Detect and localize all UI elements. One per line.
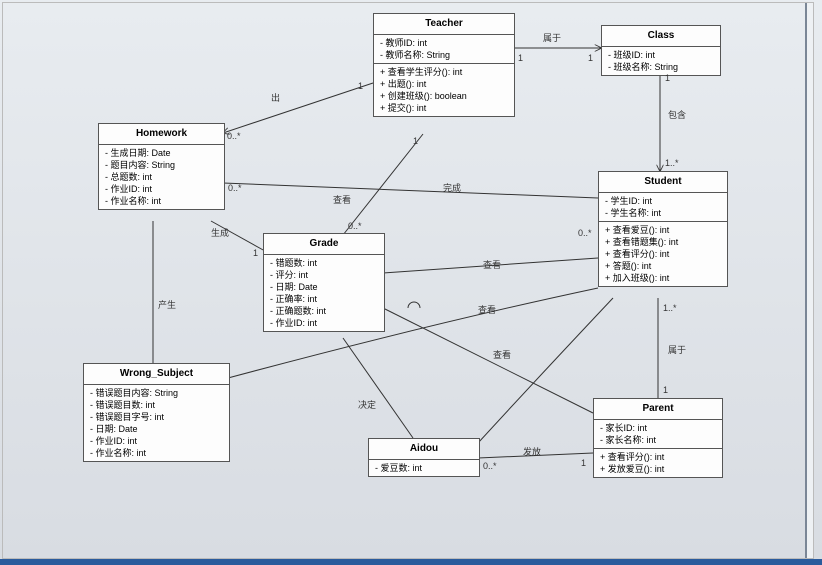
mult: 0..* (483, 461, 497, 471)
mult: 0..* (227, 131, 241, 141)
mult: 1 (581, 458, 586, 468)
class-aidou: Aidou - 爱豆数: int (368, 438, 480, 477)
mult: 1..* (663, 303, 677, 313)
attrs: - 错误题目内容: String - 错误题目数: int - 错误题目字号: … (84, 385, 229, 462)
edge-label: 完成 (443, 181, 461, 194)
class-title: Grade (264, 234, 384, 255)
edge-label: 查看 (493, 348, 511, 361)
ops: + 查看爱豆(): int + 查看错题集(): int + 查看评分(): i… (599, 222, 727, 287)
attrs: - 爱豆数: int (369, 460, 479, 476)
mult: 0..* (228, 183, 242, 193)
mult: 1 (518, 53, 523, 63)
edge-label: 查看 (483, 258, 501, 271)
mult: 1 (663, 385, 668, 395)
class-parent: Parent - 家长ID: int - 家长名称: int + 查看评分():… (593, 398, 723, 478)
mult: 1 (253, 248, 258, 258)
class-class: Class - 班级ID: int - 班级名称: String (601, 25, 721, 76)
class-title: Wrong_Subject (84, 364, 229, 385)
attrs: - 家长ID: int - 家长名称: int (594, 420, 722, 449)
edge-label: 决定 (358, 398, 376, 411)
class-title: Parent (594, 399, 722, 420)
class-student: Student - 学生ID: int - 学生名称: int + 查看爱豆()… (598, 171, 728, 287)
mult: 1 (588, 53, 593, 63)
attrs: - 班级ID: int - 班级名称: String (602, 47, 720, 75)
edge-label: 产生 (158, 298, 176, 311)
class-teacher: Teacher - 教师ID: int - 教师名称: String + 查看学… (373, 13, 515, 117)
attrs: - 生成日期: Date - 题目内容: String - 总题数: int -… (99, 145, 224, 210)
class-wrong-subject: Wrong_Subject - 错误题目内容: String - 错误题目数: … (83, 363, 230, 462)
diagram-canvas: Teacher - 教师ID: int - 教师名称: String + 查看学… (2, 2, 814, 559)
edge-label: 发放 (523, 445, 541, 458)
class-homework: Homework - 生成日期: Date - 题目内容: String - 总… (98, 123, 225, 210)
attrs: - 学生ID: int - 学生名称: int (599, 193, 727, 222)
class-title: Class (602, 26, 720, 47)
edge-label: 查看 (478, 303, 496, 316)
mult: 1 (665, 73, 670, 83)
edge-label: 查看 (333, 193, 351, 206)
edge-label: 出 (271, 91, 280, 104)
class-title: Teacher (374, 14, 514, 35)
class-grade: Grade - 错题数: int - 评分: int - 日期: Date - … (263, 233, 385, 332)
mult: 0..* (578, 228, 592, 238)
class-title: Homework (99, 124, 224, 145)
edge-label: 生成 (211, 226, 229, 239)
class-title: Student (599, 172, 727, 193)
right-panel-edge (805, 3, 813, 558)
mult: 1..* (665, 158, 679, 168)
attrs: - 教师ID: int - 教师名称: String (374, 35, 514, 64)
edge-label: 包含 (668, 108, 686, 121)
ops: + 查看评分(): int + 发放爱豆(): int (594, 449, 722, 477)
class-title: Aidou (369, 439, 479, 460)
attrs: - 错题数: int - 评分: int - 日期: Date - 正确率: i… (264, 255, 384, 332)
edge-label: 属于 (543, 31, 561, 44)
mult: 1 (413, 136, 418, 146)
mult: 0..* (348, 221, 362, 231)
edge-label: 属于 (668, 343, 686, 356)
ops: + 查看学生评分(): int + 出题(): int + 创建班级(): bo… (374, 64, 514, 117)
bottom-bar (0, 559, 822, 565)
mult: 1 (358, 81, 363, 91)
